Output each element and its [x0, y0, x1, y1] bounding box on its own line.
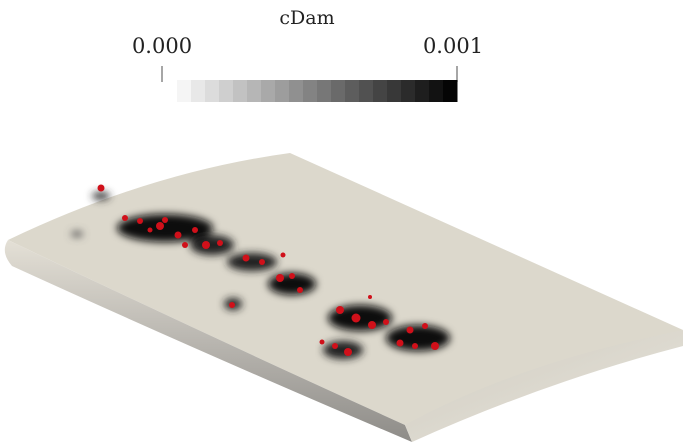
damage-region: [190, 235, 234, 255]
particle: [431, 342, 439, 350]
particle: [156, 222, 164, 230]
particle: [217, 240, 223, 246]
particle: [407, 327, 414, 334]
particle: [281, 253, 286, 258]
colorbar-max-label: 0.001: [423, 34, 483, 58]
particle: [422, 323, 428, 329]
damage-region: [92, 192, 110, 200]
damage-region: [227, 253, 277, 271]
particle: [122, 215, 128, 221]
particle: [344, 348, 352, 356]
particle: [162, 217, 168, 223]
particle: [352, 314, 361, 323]
particle: [182, 242, 188, 248]
colorbar-step: [415, 80, 430, 102]
particle: [276, 274, 284, 282]
colorbar-step: [317, 80, 332, 102]
particle: [243, 255, 250, 262]
particle: [332, 343, 338, 349]
particle: [383, 319, 389, 325]
particle: [412, 343, 418, 349]
colorbar-step: [401, 80, 416, 102]
particle: [175, 232, 182, 239]
particle: [297, 287, 303, 293]
particle: [368, 295, 372, 299]
colorbar-step: [373, 80, 388, 102]
colorbar-gradient: [177, 80, 458, 102]
particle: [98, 185, 105, 192]
particle: [229, 302, 235, 308]
colorbar-step: [247, 80, 262, 102]
colorbar-step: [359, 80, 374, 102]
colorbar-step: [205, 80, 220, 102]
colorbar-step: [219, 80, 234, 102]
damage-region: [386, 325, 450, 351]
colorbar-step: [177, 80, 192, 102]
particle: [192, 227, 198, 233]
colorbar-step: [191, 80, 206, 102]
colorbar-step: [289, 80, 304, 102]
particle: [368, 321, 376, 329]
colorbar-step: [233, 80, 248, 102]
colorbar-step: [387, 80, 402, 102]
particle: [259, 259, 265, 265]
particle: [202, 241, 210, 249]
colorbar-min-label: 0.000: [132, 34, 192, 58]
colorbar-step: [345, 80, 360, 102]
colorbar-step: [275, 80, 290, 102]
particle: [289, 273, 295, 279]
damage-region: [71, 231, 83, 237]
colorbar-step: [443, 80, 458, 102]
damage-region: [323, 341, 363, 359]
colorbar-step: [261, 80, 276, 102]
colorbar: cDam 0.000 0.001: [132, 7, 483, 102]
colorbar-step: [429, 80, 444, 102]
colorbar-title: cDam: [279, 7, 334, 29]
particle: [137, 218, 143, 224]
particle: [397, 340, 404, 347]
particle: [336, 306, 344, 314]
colorbar-step: [303, 80, 318, 102]
particle: [320, 340, 325, 345]
render-view: cDam 0.000 0.001: [0, 0, 683, 445]
colorbar-step: [331, 80, 346, 102]
particle: [148, 228, 153, 233]
